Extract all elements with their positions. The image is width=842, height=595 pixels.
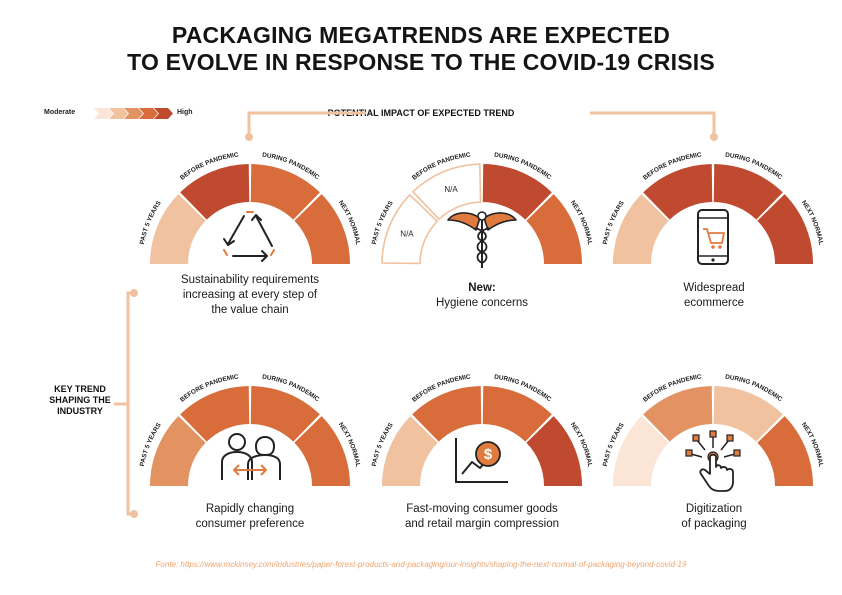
key-trend-dot-top [130, 289, 138, 297]
caption-ecommerce-line-1: Widespread [683, 282, 745, 294]
ecommerce-segment-past [613, 194, 669, 264]
hygiene-segment-during [482, 164, 552, 220]
caption-sustainability-line-3: the value chain [211, 304, 289, 316]
caption-hygiene-new: New: [468, 282, 496, 294]
fmcg-segment-during [482, 386, 552, 442]
dollar-chart-icon: $ [455, 438, 508, 483]
caption-ecommerce: Widespread ecommerce [614, 281, 814, 311]
legend-step-3 [124, 108, 143, 119]
caption-fmcg-line-2: and retail margin compression [404, 518, 560, 530]
key-trend-dot-bottom [130, 510, 138, 518]
touch-icon [685, 430, 741, 492]
caption-digital: Digitization of packaging [614, 502, 814, 532]
caption-hygiene-line-1: Hygiene concerns [435, 297, 529, 309]
title-line-1: PACKAGING MEGATRENDS ARE EXPECTED [171, 22, 671, 48]
ecommerce-segment-before [643, 164, 713, 220]
source-note: Fonte: https://www.mckinsey.com/industri… [155, 560, 687, 569]
digital-segment-during [713, 386, 783, 442]
legend-low-label: Moderate [44, 109, 76, 116]
sustainability-segment-past [150, 194, 206, 264]
legend-step-1 [94, 108, 113, 119]
title-line-2: TO EVOLVE IN RESPONSE TO THE COVID-19 CR… [127, 49, 715, 75]
legend-scale [94, 108, 173, 119]
key-trend-label: KEY TREND SHAPING THE INDUSTRY [49, 384, 111, 416]
ecommerce-segment-next [757, 194, 813, 264]
impact-label: POTENTIAL IMPACT OF EXPECTED TREND [327, 108, 515, 118]
consumer-segment-past [150, 416, 206, 486]
hygiene-segment-before [411, 163, 482, 221]
digital-segment-past [613, 416, 669, 486]
caption-fmcg: Fast-moving consumer goods and retail ma… [382, 502, 582, 532]
impact-bracket-right [590, 111, 716, 137]
impact-bracket [247, 111, 366, 137]
recycle-icon [223, 211, 275, 262]
fmcg-segment-next [526, 416, 582, 486]
fmcg-segment-past [382, 416, 438, 486]
legend-step-5 [154, 108, 173, 119]
fmcg-segment-before [412, 386, 482, 442]
people-exchange-icon [221, 433, 281, 480]
hygiene-segment-past [381, 193, 439, 265]
caption-sustainability-line-1: Sustainability requirements [180, 274, 320, 286]
caption-digital-line-1: Digitization [685, 503, 743, 515]
caduceus-icon [447, 211, 517, 268]
consumer-segment-before [180, 386, 250, 442]
ecommerce-segment-during [713, 164, 783, 220]
phone-cart-icon [697, 209, 729, 265]
caption-ecommerce-line-2: ecommerce [683, 297, 745, 309]
legend-high-label: High [177, 109, 193, 116]
sustainability-segment-next [294, 194, 350, 264]
caption-hygiene: New: Hygiene concerns [382, 281, 582, 311]
impact-bracket-dot-left [245, 133, 253, 141]
caption-digital-line-2: of packaging [681, 518, 747, 530]
caption-sustainability: Sustainability requirements increasing a… [150, 273, 350, 318]
consumer-segment-during [250, 386, 320, 442]
legend-step-4 [139, 108, 158, 119]
impact-bracket-dot-right [710, 133, 718, 141]
consumer-segment-next [294, 416, 350, 486]
hygiene-na-label-before: N/A [444, 185, 458, 194]
caption-consumer-line-1: Rapidly changing [205, 503, 295, 515]
svg-text:$: $ [484, 446, 493, 463]
caption-fmcg-line-1: Fast-moving consumer goods [406, 503, 558, 515]
hygiene-segment-next [526, 194, 582, 264]
sustainability-segment-during [250, 164, 320, 220]
digital-segment-before [643, 386, 713, 442]
caption-consumer: Rapidly changing consumer preference [150, 502, 350, 532]
caption-consumer-line-2: consumer preference [195, 518, 305, 530]
caption-sustainability-line-2: increasing at every step of [182, 289, 318, 301]
digital-segment-next [757, 416, 813, 486]
hygiene-na-label-past: N/A [400, 229, 414, 238]
sustainability-segment-before [180, 164, 250, 220]
legend-step-2 [109, 108, 128, 119]
